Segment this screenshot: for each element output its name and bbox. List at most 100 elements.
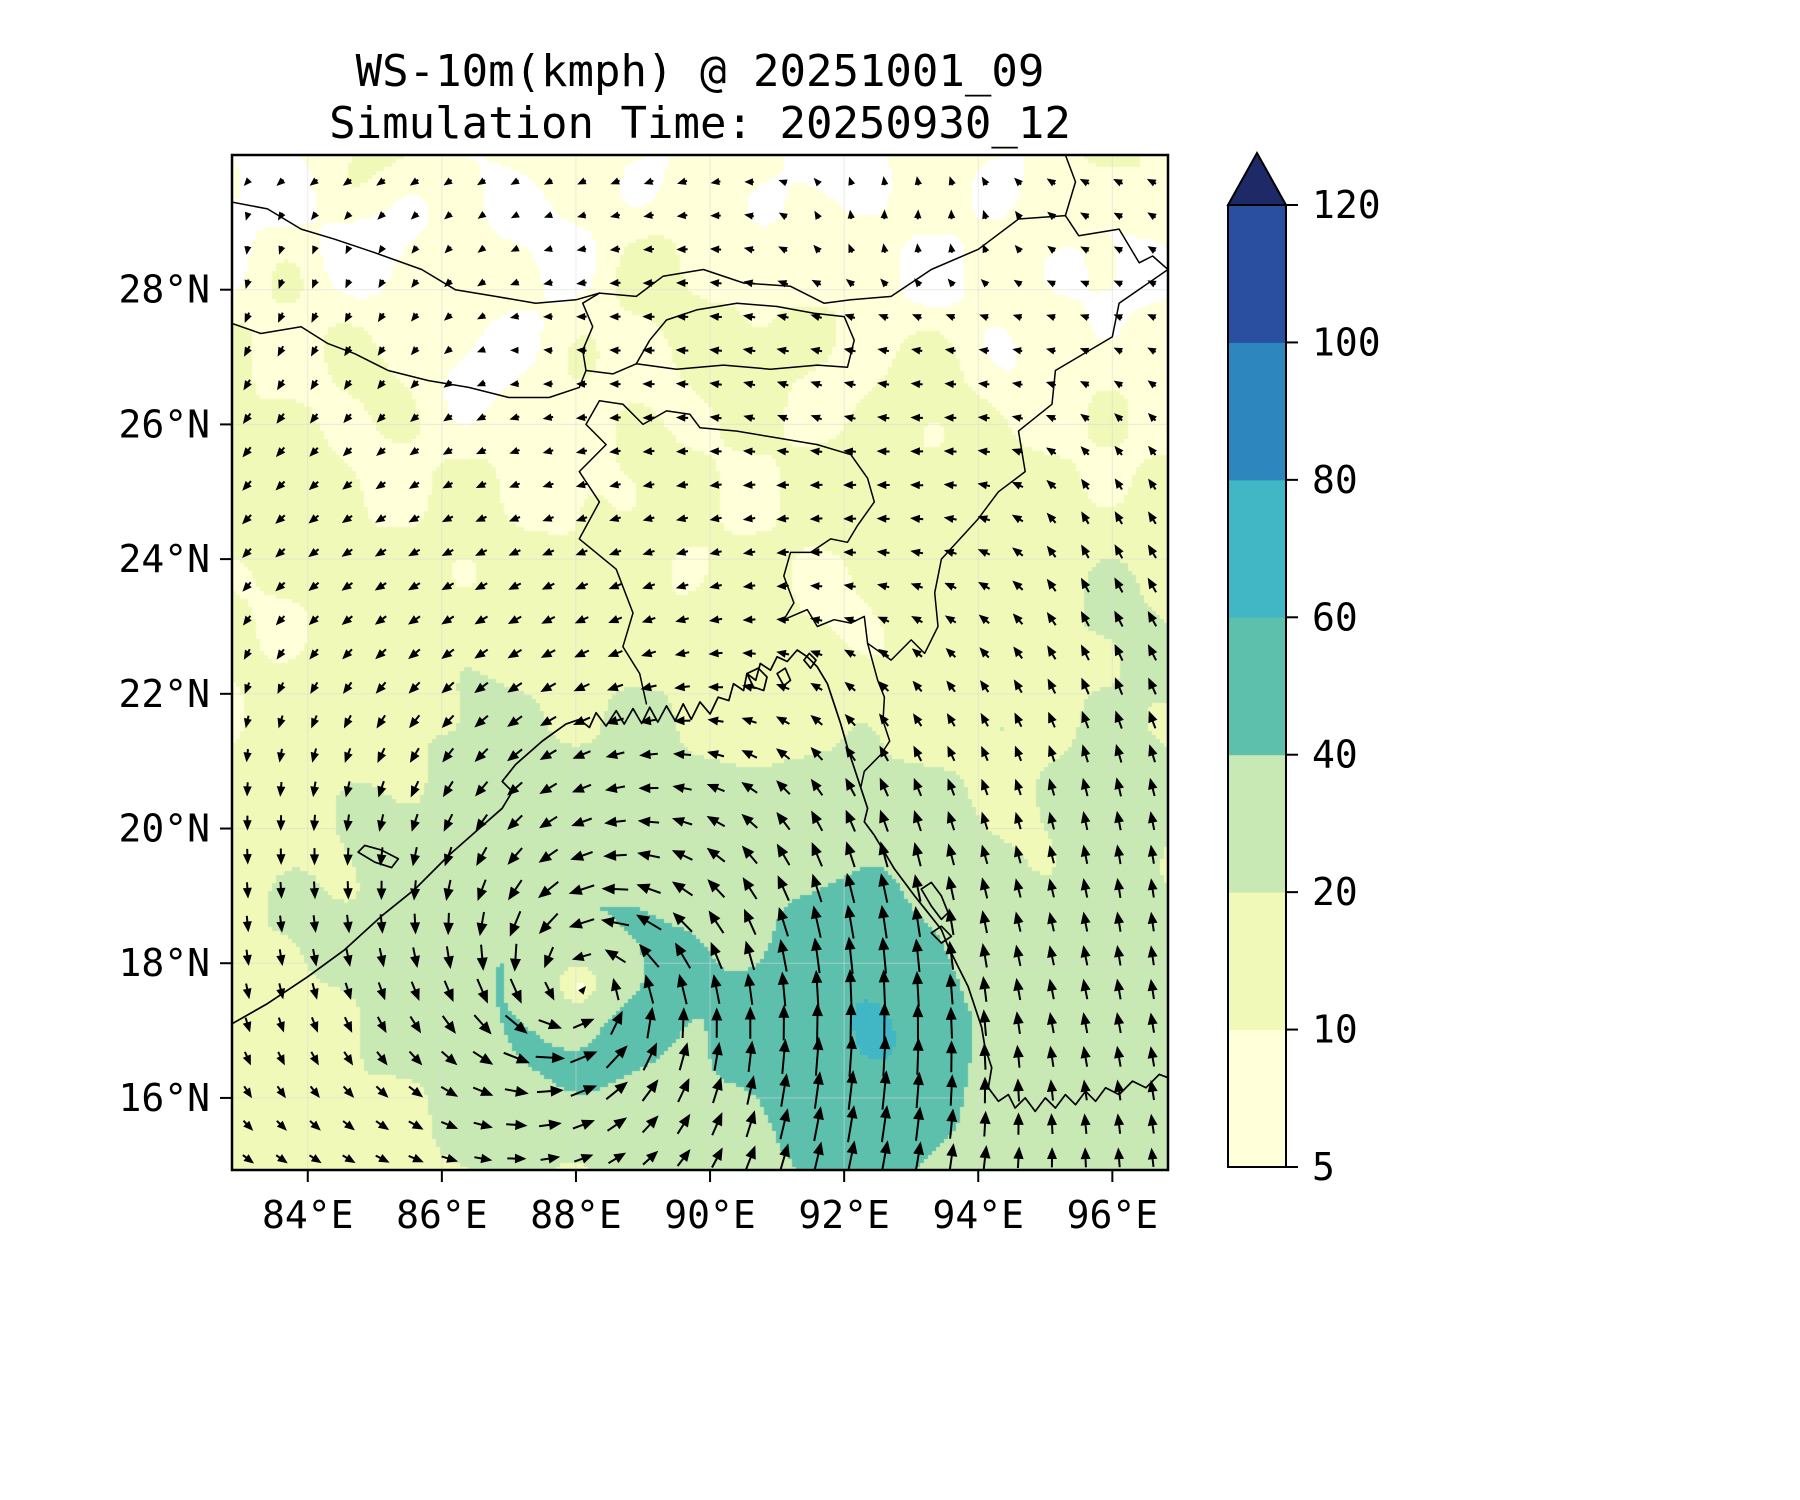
- wind-arrow: [508, 547, 521, 556]
- wind-arrow: [844, 904, 856, 939]
- wind-arrow: [879, 1070, 891, 1110]
- wind-arrow: [377, 379, 386, 390]
- wind-arrow: [507, 814, 523, 831]
- wind-arrow: [542, 447, 554, 455]
- wind-arrow: [810, 714, 823, 726]
- wind-arrow: [845, 809, 856, 832]
- wind-arrow: [310, 379, 319, 391]
- wind-arrow: [741, 782, 758, 794]
- wind-arrow: [410, 780, 420, 798]
- wind-arrow: [945, 875, 957, 901]
- wind-arrow: [374, 581, 387, 591]
- wind-arrow: [979, 943, 991, 968]
- wind-arrow: [1081, 744, 1091, 763]
- wind-arrow: [576, 278, 587, 287]
- wind-arrow: [242, 480, 252, 491]
- wind-arrow: [779, 1108, 791, 1140]
- wind-arrow: [407, 581, 421, 591]
- wind-arrow: [276, 1120, 287, 1131]
- wind-arrow: [1046, 178, 1057, 187]
- wind-arrow: [575, 514, 588, 522]
- wind-arrow: [243, 782, 252, 797]
- wind-arrow: [843, 380, 856, 389]
- wind-arrow: [642, 380, 655, 389]
- x-tick-label: 96°E: [1067, 1193, 1159, 1237]
- wind-arrow: [946, 843, 957, 866]
- wind-arrow: [610, 211, 621, 219]
- wind-arrow: [374, 615, 387, 625]
- wind-arrow: [673, 716, 691, 726]
- wind-arrow: [843, 514, 857, 523]
- wind-arrow: [276, 949, 286, 967]
- wind-arrow: [610, 1010, 623, 1036]
- wind-arrow: [1047, 878, 1057, 898]
- wind-arrow: [541, 581, 555, 590]
- wind-arrow: [408, 547, 421, 557]
- wind-arrow: [244, 211, 252, 221]
- wind-arrow: [642, 480, 655, 489]
- wind-arrow: [1046, 479, 1057, 490]
- wind-arrow: [1148, 710, 1158, 729]
- wind-arrow: [1011, 414, 1024, 422]
- wind-arrow: [543, 278, 553, 286]
- wind-arrow: [507, 715, 523, 727]
- wind-arrow: [441, 581, 455, 591]
- wind-arrow: [475, 514, 487, 522]
- wind-arrow: [309, 413, 319, 424]
- wind-arrow: [813, 1141, 824, 1170]
- wind-arrow: [978, 346, 990, 355]
- wind-arrow: [844, 713, 856, 727]
- country-border: [585, 363, 638, 375]
- wind-arrow: [1114, 944, 1125, 966]
- wind-arrow: [309, 447, 319, 457]
- wind-arrow: [443, 813, 454, 832]
- wind-arrow: [341, 514, 353, 524]
- wind-arrow: [408, 480, 420, 489]
- wind-arrow: [1114, 810, 1124, 831]
- wind-arrow: [638, 783, 659, 794]
- wind-arrow: [609, 278, 621, 287]
- wind-arrow: [913, 713, 923, 727]
- wind-arrow: [912, 1071, 924, 1109]
- wind-arrow: [578, 985, 587, 995]
- wind-arrow: [410, 981, 420, 1001]
- wind-arrow: [876, 548, 890, 557]
- wind-arrow: [1013, 646, 1024, 659]
- wind-arrow: [409, 714, 421, 729]
- wind-arrow: [742, 312, 756, 321]
- wind-arrow: [776, 581, 789, 590]
- wind-arrow: [509, 943, 521, 972]
- wind-arrow: [945, 1006, 957, 1039]
- coastline: [930, 925, 953, 944]
- wind-arrow: [342, 648, 353, 660]
- wind-arrow: [914, 176, 922, 186]
- wind-arrow: [1148, 445, 1157, 456]
- wind-arrow: [1081, 544, 1091, 559]
- wind-arrow: [312, 279, 319, 289]
- wind-arrow: [244, 312, 252, 323]
- wind-arrow: [507, 615, 522, 625]
- wind-arrow: [1147, 844, 1158, 864]
- wind-arrow: [637, 850, 661, 861]
- wind-arrow: [848, 176, 856, 186]
- x-tick-label: 86°E: [396, 1193, 488, 1237]
- wind-arrow: [946, 680, 956, 693]
- wind-arrow: [277, 682, 286, 695]
- wind-arrow: [476, 413, 487, 421]
- wind-arrow: [742, 615, 756, 624]
- wind-arrow: [706, 815, 726, 828]
- wind-arrow: [1046, 280, 1056, 288]
- wind-arrow: [477, 177, 487, 186]
- wind-arrow: [639, 716, 658, 726]
- wind-arrow: [345, 279, 353, 289]
- wind-arrow: [1147, 1079, 1158, 1101]
- wind-arrow: [777, 875, 790, 902]
- wind-arrow: [1080, 1113, 1091, 1134]
- wind-arrow: [410, 312, 420, 322]
- wind-arrow: [243, 1085, 253, 1099]
- wind-arrow: [980, 844, 990, 865]
- wind-arrow: [1147, 246, 1157, 254]
- wind-arrow: [642, 245, 654, 253]
- wind-arrow: [276, 881, 286, 899]
- wind-arrow: [308, 581, 320, 592]
